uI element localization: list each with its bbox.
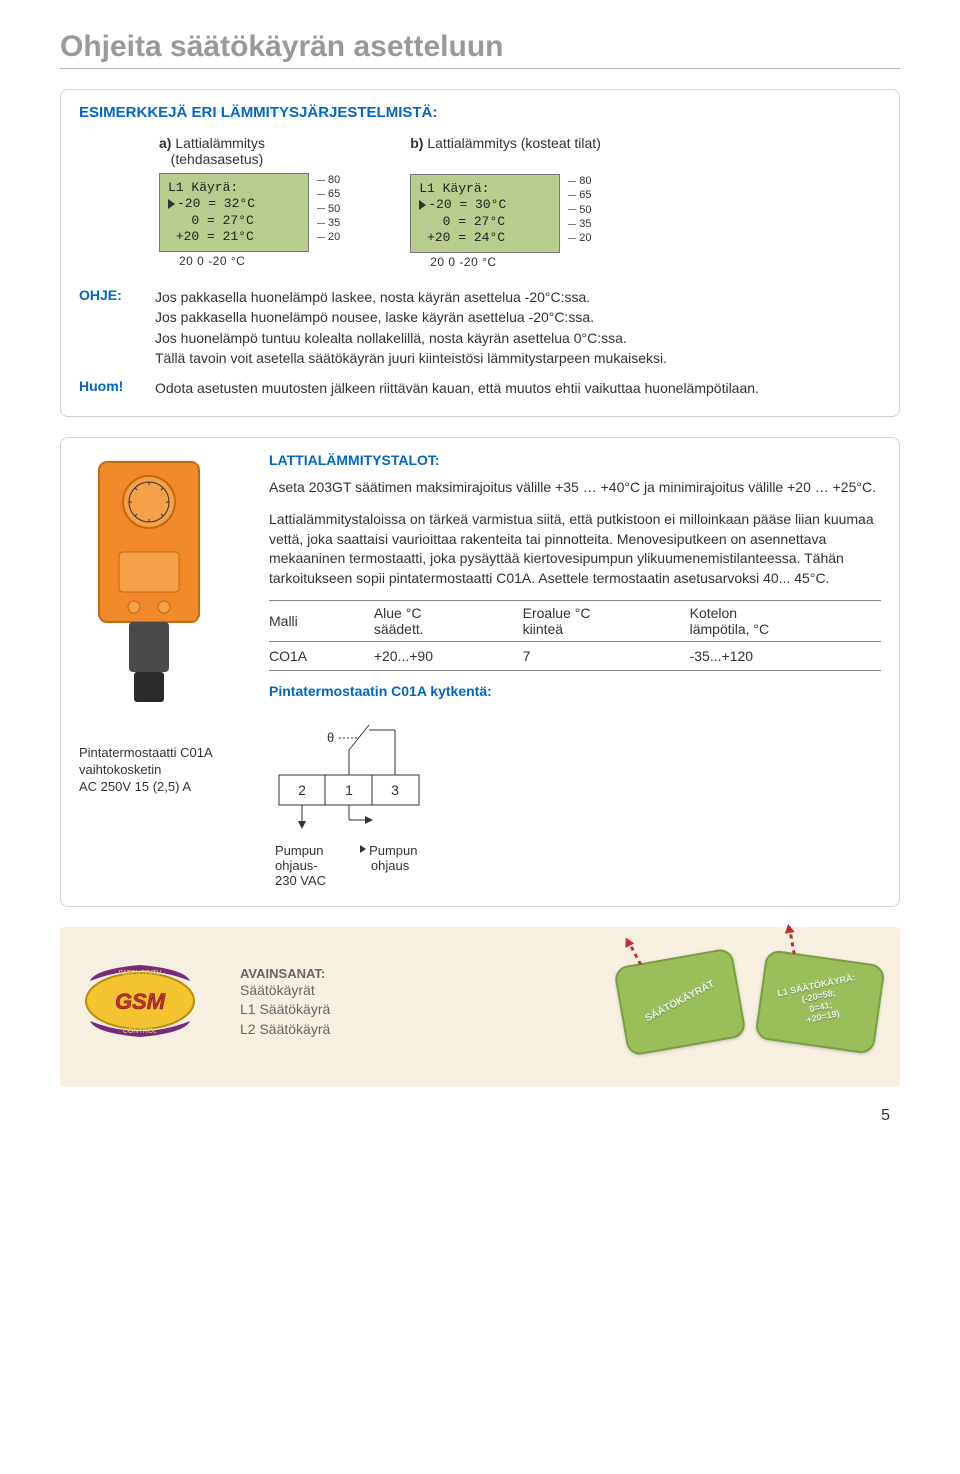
terminal-1: 1	[345, 782, 353, 798]
thermostat-image: Pintatermostaatti C01A vaihtokosketin AC…	[79, 452, 249, 796]
lattia-p2: Lattialämmitystaloissa on tärkeä varmist…	[269, 510, 881, 588]
terminal-3: 3	[391, 782, 399, 798]
phone-left-screen: SÄÄTÖKÄYRÄT	[643, 979, 716, 1026]
scale-tick: 35	[579, 217, 591, 231]
lattia-heading: LATTIALÄMMITYSTALOT:	[269, 452, 881, 468]
keyword-item: Säätökäyrät	[240, 981, 330, 1001]
phone-left: SÄÄTÖKÄYRÄT	[613, 948, 747, 1057]
scale-tick: 65	[328, 187, 340, 201]
lcd-b-under: 20 0 -20 °C	[430, 255, 601, 269]
ohje-line: Jos huonelämpö tuntuu kolealta nollakeli…	[155, 328, 667, 348]
gsm-badge: GSM PATENTOITU CONTROL	[80, 961, 200, 1044]
spec-th-diff: Eroalue °Ckiinteä	[523, 601, 690, 642]
huom-label: Huom!	[79, 378, 139, 398]
lattia-panel: Pintatermostaatti C01A vaihtokosketin AC…	[60, 437, 900, 907]
spec-range: +20...+90	[374, 642, 523, 671]
example-a-head: a) Lattialämmitys (tehdasasetus)	[159, 135, 340, 167]
keywords-list: Säätökäyrät L1 Säätökäyrä L2 Säätökäyrä	[240, 981, 330, 1040]
keywords-heading: AVAINSANAT:	[240, 966, 330, 981]
thermostat-icon	[79, 452, 219, 712]
caption-line: vaihtokosketin	[79, 762, 249, 779]
gsm-badge-icon: GSM PATENTOITU CONTROL	[80, 961, 200, 1041]
ohje-text: Jos pakkasella huonelämpö laskee, nosta …	[155, 287, 667, 368]
caption-line: AC 250V 15 (2,5) A	[79, 779, 249, 796]
spec-diff: 7	[523, 642, 690, 671]
lcd-a-line2: -20 = 32°C	[177, 196, 255, 211]
keyword-block: AVAINSANAT: Säätökäyrät L1 Säätökäyrä L2…	[240, 966, 330, 1040]
scale-tick: 80	[579, 174, 591, 188]
ohje-line: Jos pakkasella huonelämpö nousee, laske …	[155, 307, 667, 327]
keyword-item: L1 Säätökäyrä	[240, 1000, 330, 1020]
pointer-icon	[419, 200, 426, 210]
lcd-b-line2: -20 = 30°C	[428, 197, 506, 212]
arrow-icon	[360, 845, 366, 853]
spec-th-range: Alue °Csäädett.	[374, 601, 523, 642]
lcd-b-line1: L1 Käyrä:	[419, 181, 489, 196]
example-b-title: Lattialämmitys (kosteat tilat)	[427, 135, 601, 151]
ohje-line: Tällä tavoin voit asetella säätökäyrän j…	[155, 348, 667, 368]
title-rule	[60, 68, 900, 69]
scale-tick: 50	[579, 203, 591, 217]
switch-diagram: 2 1 3 θ	[269, 705, 469, 835]
example-b-label: b)	[410, 135, 423, 151]
example-b-head: b) Lattialämmitys (kosteat tilat)	[410, 135, 601, 151]
spec-th-model: Malli	[269, 601, 374, 642]
ohje-line: Jos pakkasella huonelämpö laskee, nosta …	[155, 287, 667, 307]
lcd-a-line3: 0 = 27°C	[176, 213, 254, 228]
example-a-subtitle: (tehdasasetus)	[171, 151, 264, 167]
theta-label: θ	[327, 730, 334, 745]
scale-tick: 20	[579, 231, 591, 245]
lcd-b-line4: +20 = 24°C	[427, 230, 505, 245]
lcd-b-scale: 80 65 50 35 20	[568, 174, 591, 245]
lcd-a: L1 Käyrä: -20 = 32°C 0 = 27°C +20 = 21°C	[159, 173, 309, 252]
huom-line: Odota asetusten muutosten jälkeen riittä…	[155, 378, 759, 398]
pump-label-2: Pumpun ohjaus	[360, 843, 417, 888]
spec-housing: -35...+120	[690, 642, 881, 671]
terminal-2: 2	[298, 782, 306, 798]
kytk-heading: Pintatermostaatin C01A kytkentä:	[269, 683, 881, 699]
example-a-title: Lattialämmitys	[175, 135, 264, 151]
phone-mockups: SÄÄTÖKÄYRÄT L1 SÄÄTÖKÄYRÄ: (-20=58; 0=41…	[620, 957, 880, 1047]
lcd-a-scale: 80 65 50 35 20	[317, 173, 340, 244]
huom-text: Odota asetusten muutosten jälkeen riittä…	[155, 378, 759, 398]
lcd-a-line4: +20 = 21°C	[176, 229, 254, 244]
lcd-b-line3: 0 = 27°C	[427, 214, 505, 229]
phone-right: L1 SÄÄTÖKÄYRÄ: (-20=58; 0=41; +20=19)	[754, 950, 885, 1056]
keyword-item: L2 Säätökäyrä	[240, 1020, 330, 1040]
keyword-band: GSM PATENTOITU CONTROL AVAINSANAT: Säätö…	[60, 927, 900, 1087]
scale-tick: 80	[328, 173, 340, 187]
spec-model: CO1A	[269, 642, 374, 671]
svg-text:CONTROL: CONTROL	[123, 1028, 157, 1035]
svg-text:GSM: GSM	[115, 989, 166, 1014]
pump-label-1: Pumpun ohjaus- 230 VAC	[275, 843, 326, 888]
lcd-a-under: 20 0 -20 °C	[179, 254, 340, 268]
scale-tick: 35	[328, 216, 340, 230]
spec-table: Malli Alue °Csäädett. Eroalue °Ckiinteä …	[269, 600, 881, 671]
page-number: 5	[60, 1087, 900, 1125]
scale-tick: 65	[579, 188, 591, 202]
table-row: CO1A +20...+90 7 -35...+120	[269, 642, 881, 671]
lattia-p1: Aseta 203GT säätimen maksimirajoitus väl…	[269, 478, 881, 498]
examples-heading: ESIMERKKEJÄ ERI LÄMMITYSJÄRJESTELMISTÄ:	[79, 104, 881, 121]
lcd-b: L1 Käyrä: -20 = 30°C 0 = 27°C +20 = 24°C	[410, 174, 560, 253]
caption-line: Pintatermostaatti C01A	[79, 745, 249, 762]
page-title: Ohjeita säätökäyrän asetteluun	[60, 30, 900, 64]
spec-th-housing: Kotelonlämpötila, °C	[690, 601, 881, 642]
scale-tick: 50	[328, 202, 340, 216]
thermostat-caption: Pintatermostaatti C01A vaihtokosketin AC…	[79, 745, 249, 796]
ohje-label: OHJE:	[79, 287, 139, 368]
lcd-a-line1: L1 Käyrä:	[168, 180, 238, 195]
phone-right-screen: L1 SÄÄTÖKÄYRÄ: (-20=58; 0=41; +20=19)	[777, 973, 864, 1032]
scale-tick: 20	[328, 230, 340, 244]
example-b: b) Lattialämmitys (kosteat tilat) L1 Käy…	[410, 135, 601, 269]
example-a: a) Lattialämmitys (tehdasasetus) L1 Käyr…	[159, 135, 340, 269]
examples-panel: ESIMERKKEJÄ ERI LÄMMITYSJÄRJESTELMISTÄ: …	[60, 89, 900, 417]
svg-text:PATENTOITU: PATENTOITU	[118, 970, 161, 977]
pointer-icon	[168, 199, 175, 209]
example-a-label: a)	[159, 135, 171, 151]
